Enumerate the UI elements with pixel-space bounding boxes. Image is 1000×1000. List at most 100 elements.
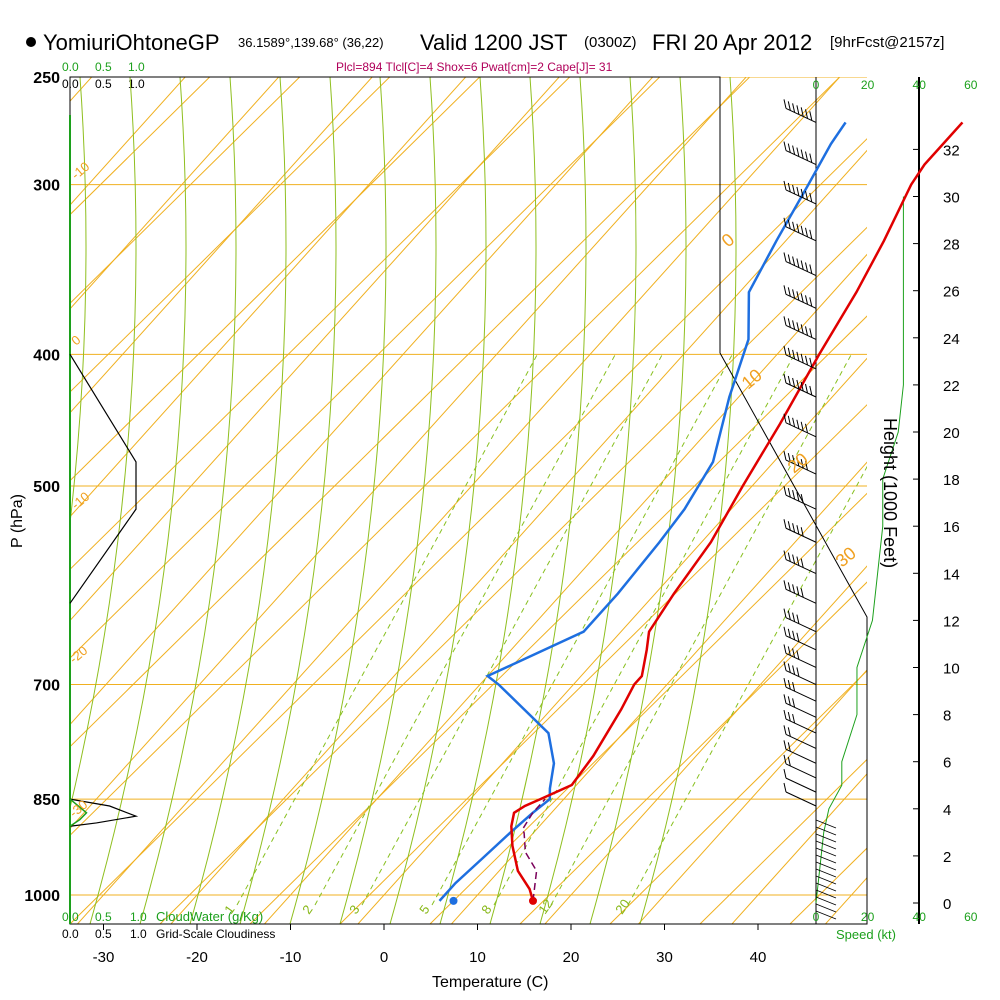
wind-barb — [783, 316, 817, 340]
wind-barb — [783, 740, 817, 764]
barb-staff — [785, 748, 817, 764]
barb-feather — [796, 105, 800, 115]
barb-feather — [800, 293, 804, 303]
surface-barb-hatch — [815, 896, 837, 906]
pressure-tick-label: 850 — [33, 792, 60, 809]
isotherm-line — [357, 357, 867, 924]
barb-feather — [792, 377, 796, 388]
barb-feather — [805, 383, 808, 394]
barb-feather — [800, 527, 804, 537]
barb-feather — [787, 488, 791, 498]
height-tick-label: 10 — [943, 661, 960, 678]
surface-barb-hatch — [815, 847, 837, 857]
barb-feather — [805, 295, 808, 305]
barb-feather — [805, 109, 808, 119]
barb-feather — [809, 153, 813, 163]
barb-feather — [787, 680, 791, 690]
surface-barb-hatch — [815, 819, 837, 829]
moist-adiabat-line — [639, 77, 737, 924]
barb-feather — [787, 347, 791, 358]
speed-tick-bottom: 20 — [861, 910, 875, 924]
barb-feather — [787, 182, 791, 193]
barb-feather — [787, 610, 791, 620]
speed-axis-title: Speed (kt) — [836, 927, 896, 942]
isotherm-line — [731, 773, 867, 924]
y-axis-title: P (hPa) — [9, 494, 26, 548]
x-axis-title: Temperature (C) — [432, 974, 548, 991]
moist-adiabat-line — [439, 77, 537, 924]
x-tick-label: 30 — [656, 949, 673, 966]
barb-feather — [787, 101, 791, 111]
dry-adiabat-label: 10 — [738, 365, 766, 393]
wind-barb — [783, 550, 817, 575]
barb-feather — [783, 486, 787, 496]
x-tick-label: 20 — [563, 949, 580, 966]
barb-staff — [785, 791, 817, 807]
dry-adiabat-line — [70, 77, 661, 659]
surface-barb-hatch — [815, 854, 837, 864]
cloud-top-tick-black: 0.0 — [62, 77, 79, 91]
barb-feather — [787, 756, 791, 767]
height-axis-title: Height (1000 Feet) — [880, 418, 900, 568]
barb-feather — [787, 219, 791, 229]
barb-feather — [792, 713, 796, 724]
wind-barb — [783, 413, 817, 438]
height-tick-label: 12 — [943, 613, 960, 630]
dry-adiabat-line — [70, 77, 841, 837]
barb-staff — [785, 459, 817, 475]
barb-feather — [800, 149, 804, 159]
surface-barb-hatch — [815, 903, 837, 913]
wind-barb — [783, 252, 817, 276]
station-coords: 36.1589°,139.68° (36,22) — [238, 35, 384, 50]
surface-barb-hatch — [815, 861, 837, 871]
dewpoint-line — [438, 121, 847, 902]
plot-frame — [69, 76, 920, 925]
barb-feather — [792, 554, 796, 564]
barb-feather — [796, 322, 800, 332]
cloud-bottom-tick-green: 0.0 — [62, 910, 79, 924]
barb-feather — [787, 727, 791, 737]
barb-feather — [783, 709, 787, 720]
cloud-bottom-tick-green: 0.5 — [95, 910, 112, 924]
barb-feather — [792, 349, 796, 360]
pressure-tick-label: 400 — [33, 347, 60, 364]
barb-feather — [783, 316, 787, 326]
barb-feather — [783, 626, 787, 636]
moist-adiabat-line — [70, 77, 137, 811]
barb-feather — [783, 252, 787, 262]
barb-feather — [787, 254, 791, 264]
barb-feather — [783, 217, 787, 227]
barb-feather — [809, 297, 813, 307]
barb-feather — [805, 355, 808, 366]
isotherm-line — [825, 877, 867, 924]
speed-tick-top: 0 — [813, 78, 820, 92]
dry-adiabat-line — [249, 315, 867, 924]
wind-barb — [783, 678, 817, 702]
barb-feather — [792, 145, 796, 155]
barb-feather — [783, 550, 787, 560]
barb-feather — [805, 262, 808, 272]
barb-feather — [783, 740, 787, 750]
barb-feather — [783, 782, 787, 793]
zulu-time: (0300Z) — [584, 34, 637, 51]
cloudiness-line-lower — [69, 798, 139, 827]
wind-barb — [783, 217, 817, 242]
speed-tick-top: 60 — [964, 78, 978, 92]
barb-staff — [785, 382, 817, 398]
cloud-bottom-tick-green: 1.0 — [130, 910, 147, 924]
cloud-top-tick-green: 1.0 — [128, 60, 145, 74]
barb-staff — [785, 494, 817, 510]
barb-feather — [792, 648, 796, 658]
mixing-ratio-line — [361, 354, 663, 906]
barb-staff — [785, 733, 817, 749]
dry-adiabat-line — [70, 77, 571, 571]
wind-barb — [783, 754, 817, 779]
surface-barb-hatch — [815, 868, 837, 878]
wind-barb — [783, 486, 817, 510]
dry-adiabat-line — [70, 77, 481, 482]
wind-barbs — [783, 99, 837, 920]
isotherm-line — [544, 565, 867, 924]
wind-speed-line — [815, 196, 904, 904]
barb-feather — [787, 711, 791, 722]
wind-barb — [783, 450, 817, 475]
